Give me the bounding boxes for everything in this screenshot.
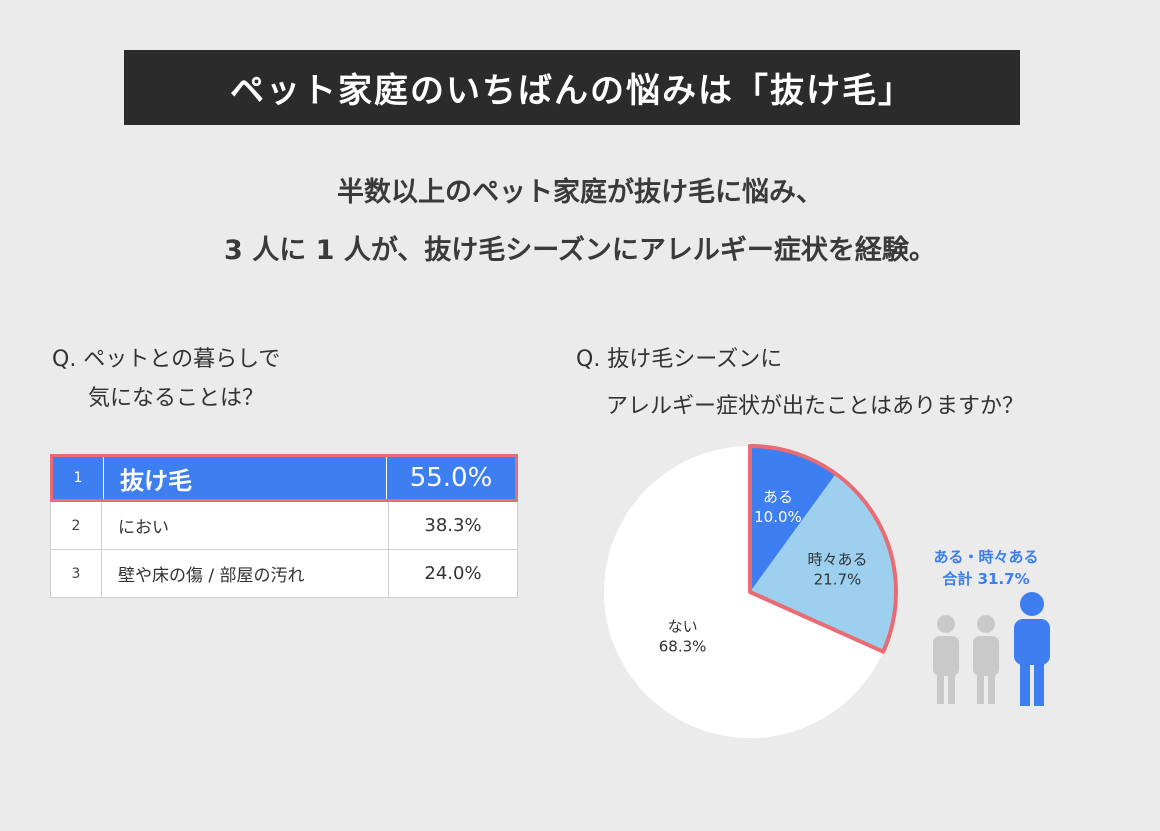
- left-question-line-2: 気になることは？: [88, 386, 265, 411]
- table-row: 1 抜け毛 55.0%: [50, 454, 518, 502]
- summary-line-2: 3 人に 1 人が、抜け毛シーズンにアレルギー症状を経験。: [224, 235, 936, 266]
- rank-value: 38.3%: [424, 515, 482, 536]
- pie-slice-label: 時々ある: [807, 551, 867, 569]
- pie-slice-value: 21.7%: [814, 571, 862, 589]
- pie-slice-value: 68.3%: [659, 638, 707, 656]
- rank-value: 55.0%: [409, 463, 493, 493]
- highlight-outline: [748, 444, 898, 654]
- rank-value: 24.0%: [424, 563, 482, 584]
- right-question-line-2: アレルギー症状が出たことはありますか？: [606, 394, 1025, 419]
- rank-number: 2: [51, 502, 102, 549]
- rank-label: 壁や床の傷 / 部屋の汚れ: [102, 550, 389, 597]
- pie-slice-label: ある: [763, 488, 793, 506]
- rank-number: 1: [53, 457, 104, 499]
- ranking-table: 1 抜け毛 55.0% 2 におい 38.3% 3 壁や床の傷 / 部屋の汚れ …: [50, 454, 518, 598]
- right-question-line-1: Q. 抜け毛シーズンに: [576, 347, 783, 372]
- person-icon: [973, 615, 999, 704]
- pie-slice: [750, 446, 836, 592]
- rank-label: におい: [102, 502, 389, 549]
- pie-slice-value: 10.0%: [754, 508, 802, 526]
- allergy-pie-chart: ある 10.0% 時々ある 21.7% ない 68.3%: [604, 444, 898, 738]
- people-icon-group: [933, 592, 1050, 706]
- total-label-line-1: ある・時々ある: [933, 548, 1039, 566]
- pie-slice-label: ない: [668, 618, 698, 636]
- rank-label: 抜け毛: [104, 457, 387, 499]
- page-title: ペット家庭のいちばんの悩みは「抜け毛」: [124, 50, 1020, 125]
- total-label-line-2: 合計 31.7%: [942, 570, 1030, 588]
- person-icon-highlighted: [1014, 592, 1050, 706]
- person-icon: [933, 615, 959, 704]
- pie-slice: [604, 446, 884, 738]
- table-row: 2 におい 38.3%: [50, 502, 518, 550]
- left-question-line-1: Q. ペットとの暮らしで: [52, 347, 281, 372]
- summary-line-1: 半数以上のペット家庭が抜け毛に悩み、: [337, 177, 823, 208]
- rank-number: 3: [51, 550, 102, 597]
- table-row: 3 壁や床の傷 / 部屋の汚れ 24.0%: [50, 550, 518, 598]
